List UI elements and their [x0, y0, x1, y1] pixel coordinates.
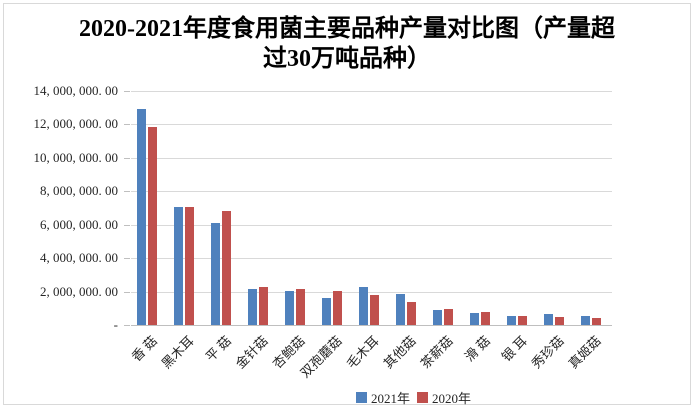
x-axis-label-秀珍菇: 秀珍菇 — [528, 333, 567, 372]
gridline — [131, 225, 612, 226]
gridline — [131, 258, 612, 259]
bar-2021年-双孢蘑菇 — [322, 298, 331, 325]
y-tick-mark — [124, 124, 130, 125]
bar-2021年-银耳 — [507, 316, 516, 325]
y-axis-label: 4, 000, 000. 00 — [40, 250, 118, 265]
y-axis-label: 8, 000, 000. 00 — [40, 183, 118, 198]
bar-2020年-滑菇 — [481, 312, 490, 325]
chart-title: 2020-2021年度食用菌主要品种产量对比图（产量超过30万吨品种） — [79, 16, 615, 72]
bar-2020年-杏鲍菇 — [296, 289, 305, 325]
legend-item-2021年: 2021年 — [356, 388, 410, 407]
y-tick-mark — [124, 225, 130, 226]
bar-2021年-平菇 — [211, 223, 220, 325]
bar-2020年-银耳 — [518, 316, 527, 325]
legend-item-2020年: 2020年 — [417, 388, 471, 407]
y-axis-label: 10, 000, 000. 00 — [33, 150, 119, 165]
chart-border — [3, 3, 691, 405]
y-axis-label: 14, 000, 000. 00 — [33, 83, 119, 98]
bar-2021年-金针菇 — [248, 289, 257, 325]
gridline — [131, 191, 612, 192]
x-axis-label-香菇: 香 菇 — [128, 333, 160, 365]
x-axis-label-黑木耳: 黑木耳 — [158, 333, 197, 372]
bar-2020年-秀珍菇 — [555, 317, 564, 325]
bar-2020年-黑木耳 — [185, 207, 194, 325]
bar-2021年-茶薪菇 — [433, 310, 442, 325]
x-axis-label-真姬菇: 真姬菇 — [565, 333, 604, 372]
bar-2021年-其他菇 — [396, 294, 405, 325]
bar-2021年-毛木耳 — [359, 287, 368, 325]
bar-2020年-香菇 — [148, 127, 157, 325]
bar-2021年-杏鲍菇 — [285, 291, 294, 325]
y-tick-mark — [124, 191, 130, 192]
y-tick-mark — [124, 91, 130, 92]
legend-label: 2021年 — [371, 391, 411, 406]
bar-2020年-茶薪菇 — [444, 309, 453, 325]
legend: 2021年 2020年 — [356, 388, 471, 407]
gridline — [131, 292, 612, 293]
bar-2020年-其他菇 — [407, 302, 416, 325]
x-axis-label-其他菇: 其他菇 — [380, 333, 419, 372]
x-axis-line — [131, 325, 612, 326]
y-axis-label: 2, 000, 000. 00 — [40, 284, 118, 299]
y-axis-label: - — [113, 317, 118, 332]
gridline — [131, 158, 612, 159]
bar-2021年-滑菇 — [470, 313, 479, 325]
bar-2020年-真姬菇 — [592, 318, 601, 325]
y-tick-mark — [124, 325, 130, 326]
bar-2021年-黑木耳 — [174, 207, 183, 325]
y-tick-mark — [124, 158, 130, 159]
plot-area — [131, 91, 612, 326]
y-axis-label: 6, 000, 000. 00 — [40, 217, 118, 232]
bar-2020年-双孢蘑菇 — [333, 291, 342, 325]
gridline — [131, 91, 612, 92]
x-axis-label-金针菇: 金针菇 — [232, 333, 271, 372]
x-axis-label-平菇: 平 菇 — [202, 333, 234, 365]
y-tick-mark — [124, 292, 130, 293]
x-axis-label-毛木耳: 毛木耳 — [343, 333, 382, 372]
bar-2020年-毛木耳 — [370, 295, 379, 325]
legend-label: 2020年 — [432, 391, 472, 406]
x-axis-label-茶薪菇: 茶薪菇 — [417, 333, 456, 372]
bar-2021年-香菇 — [137, 109, 146, 325]
x-axis-label-银耳: 银 耳 — [498, 333, 530, 365]
legend-swatch-icon — [356, 392, 367, 403]
y-axis-label: 12, 000, 000. 00 — [33, 116, 119, 131]
bar-2021年-真姬菇 — [581, 316, 590, 325]
x-axis-label-滑菇: 滑 菇 — [461, 333, 493, 365]
x-axis-labels: 香 菇黑木耳平 菇金针菇 杏鲍菇 双孢蘑菇 毛木耳 其他菇 茶薪菇滑 菇银 耳秀珍菇 真姬菇 — [128, 325, 612, 385]
bar-2020年-平菇 — [222, 211, 231, 325]
bar-2020年-金针菇 — [259, 287, 268, 325]
y-tick-mark — [124, 258, 130, 259]
gridline — [131, 124, 612, 125]
bar-2021年-秀珍菇 — [544, 314, 553, 325]
legend-swatch-icon — [417, 392, 429, 403]
